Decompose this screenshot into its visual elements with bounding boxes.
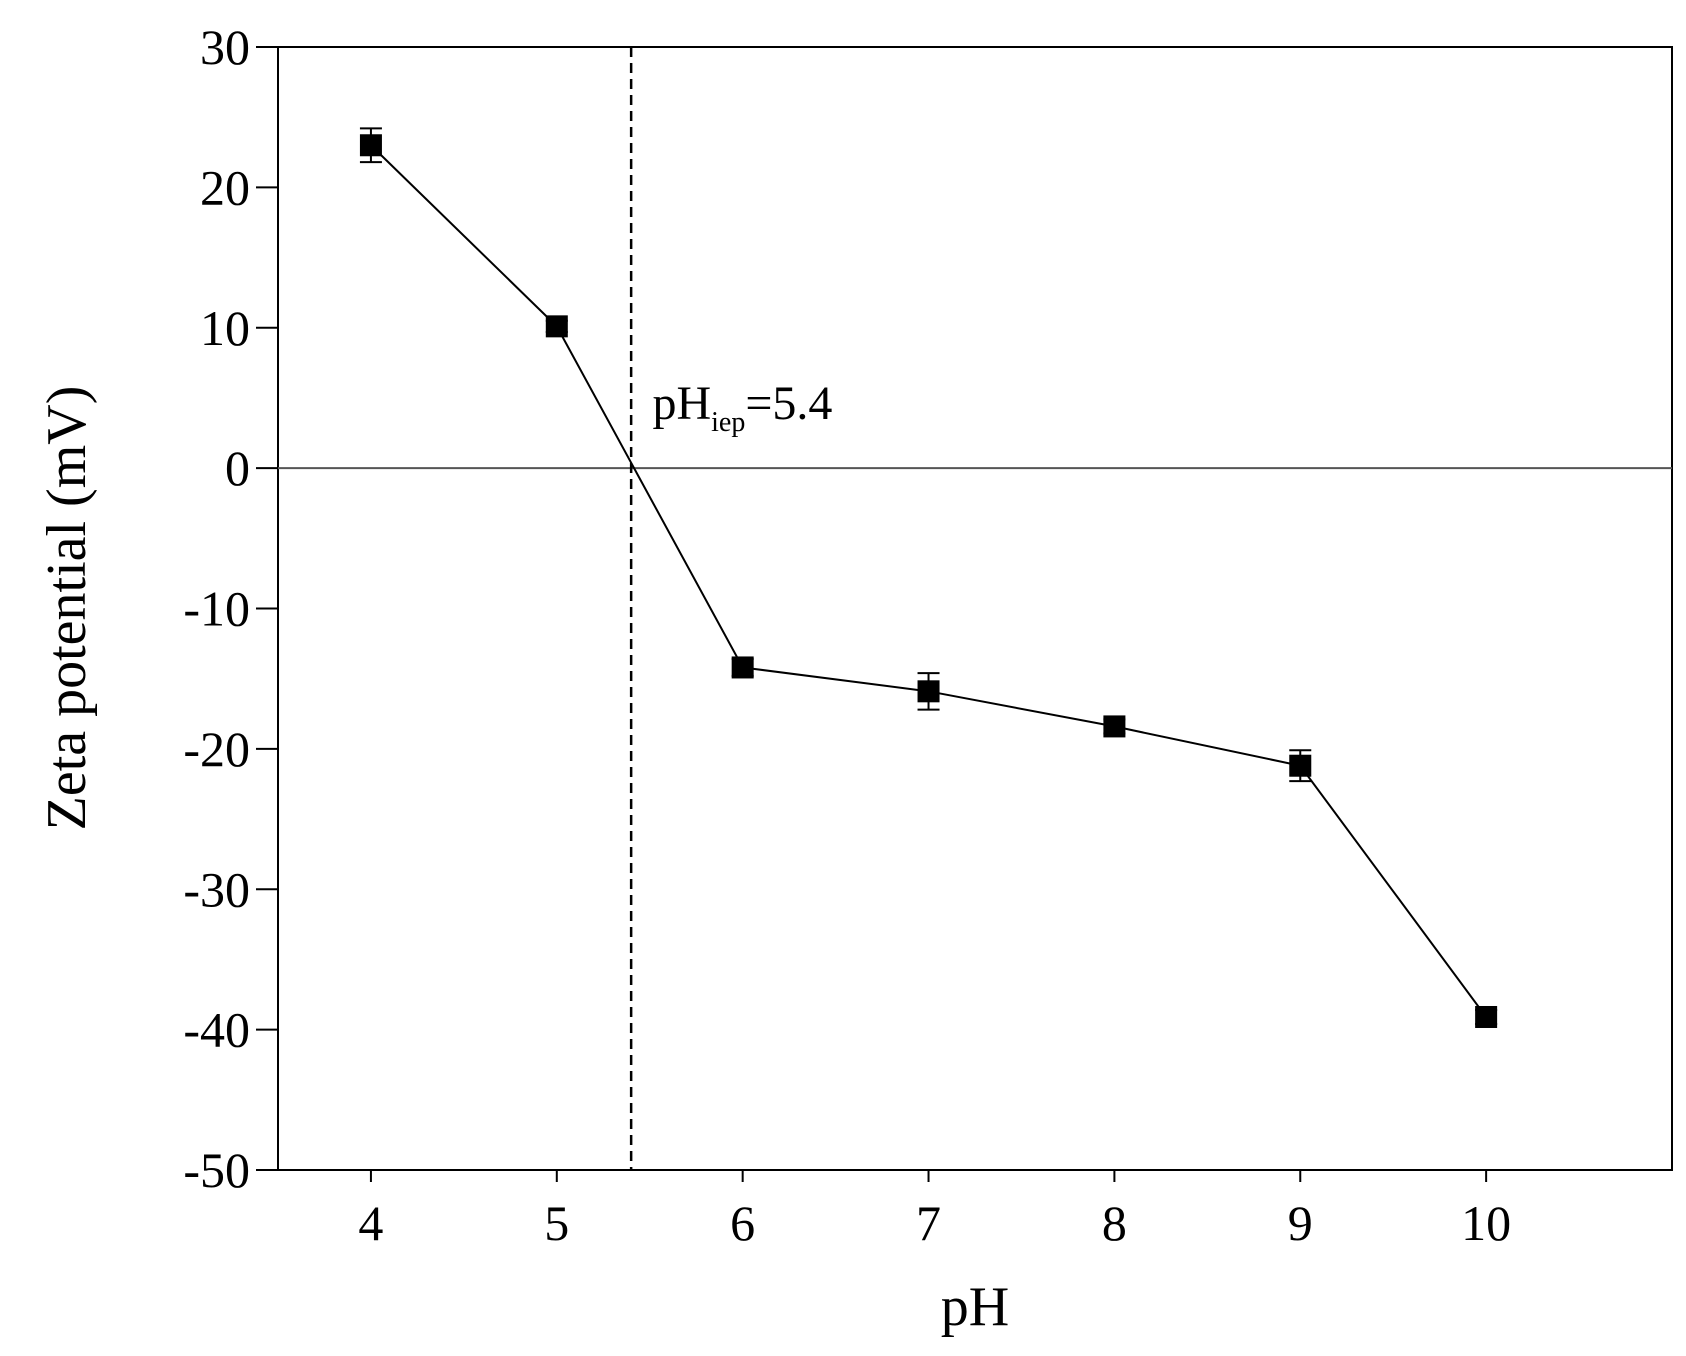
x-tick-label: 4 bbox=[358, 1195, 383, 1251]
x-tick-label: 7 bbox=[916, 1195, 941, 1251]
data-point-marker bbox=[1475, 1005, 1498, 1028]
x-tick-label: 8 bbox=[1102, 1195, 1127, 1251]
y-tick-label: -50 bbox=[183, 1142, 250, 1198]
y-tick-label: 30 bbox=[200, 19, 250, 75]
annotation-subscript: iep bbox=[711, 407, 745, 438]
series-line bbox=[370, 144, 1487, 1018]
plot-frame bbox=[277, 46, 1673, 1171]
iep-annotation: pHiep=5.4 bbox=[652, 377, 832, 438]
y-tick-label: -30 bbox=[183, 861, 250, 917]
y-axis-ticks: 30 20 10 0 -10 -20 -30 -40 -50 bbox=[183, 19, 278, 1198]
y-tick-label: -40 bbox=[183, 1002, 250, 1058]
data-point-marker bbox=[731, 656, 754, 679]
annotation-suffix: =5.4 bbox=[745, 377, 832, 430]
y-tick-label: 0 bbox=[225, 440, 250, 496]
x-tick-label: 5 bbox=[544, 1195, 569, 1251]
y-axis-title: Zeta potential (mV) bbox=[36, 386, 98, 831]
data-point-marker bbox=[359, 134, 382, 157]
y-tick-label: 20 bbox=[200, 159, 250, 215]
y-tick-label: -10 bbox=[183, 581, 250, 637]
y-tick-label: -20 bbox=[183, 721, 250, 777]
x-axis-ticks: 4 5 6 7 8 9 10 bbox=[358, 1170, 1511, 1251]
data-series bbox=[359, 127, 1498, 1028]
data-point-marker bbox=[1289, 754, 1312, 777]
x-axis-title: pH bbox=[941, 1276, 1009, 1338]
x-tick-label: 10 bbox=[1461, 1195, 1511, 1251]
x-tick-label: 9 bbox=[1288, 1195, 1313, 1251]
x-tick-label: 6 bbox=[730, 1195, 755, 1251]
data-point-marker bbox=[545, 315, 568, 338]
data-point-marker bbox=[1103, 715, 1126, 738]
annotation-main: pH bbox=[652, 377, 711, 430]
data-point-marker bbox=[917, 680, 940, 703]
y-tick-label: 10 bbox=[200, 300, 250, 356]
